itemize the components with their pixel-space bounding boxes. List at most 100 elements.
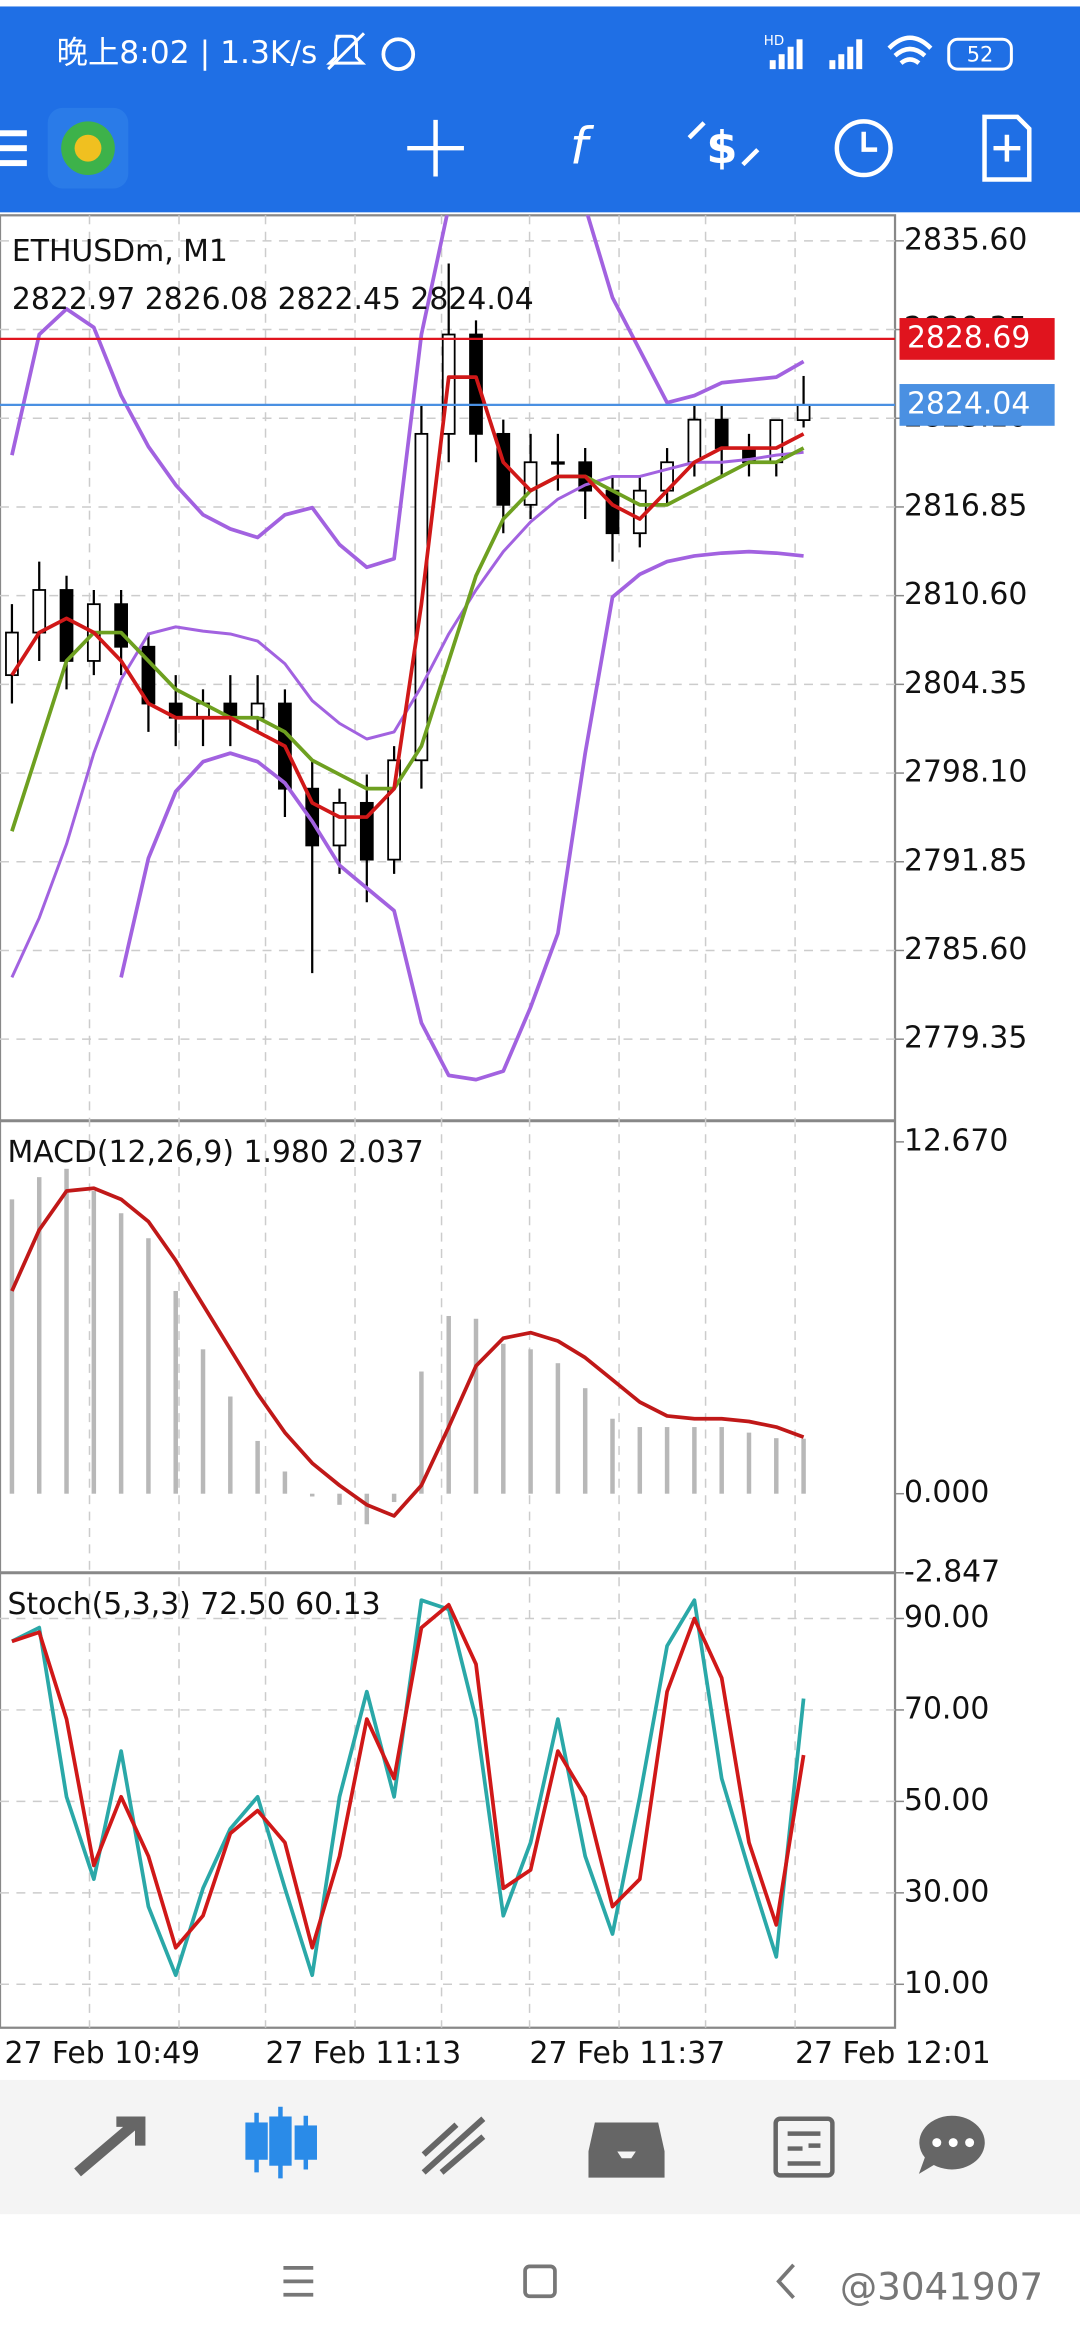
template-button[interactable] [982, 114, 1032, 182]
histogram-bar [200, 1349, 206, 1494]
candle-body [359, 801, 374, 861]
histogram-bar [391, 1493, 397, 1503]
price-tag-label: 2828.69 [907, 320, 1030, 355]
histogram-bar [473, 1318, 479, 1494]
histogram-bar [146, 1238, 151, 1494]
indicator-line [10, 1186, 805, 1518]
home-button[interactable] [523, 2264, 557, 2299]
y-tick-label: 2810.60 [904, 577, 1027, 612]
trade-tab[interactable] [421, 2116, 486, 2175]
candle-body [687, 418, 702, 464]
system-nav [283, 2263, 795, 2299]
chart-tab[interactable] [245, 2106, 317, 2179]
histogram-bar [801, 1438, 806, 1494]
histogram-bar [9, 1199, 15, 1494]
y-tick-label: 2785.60 [904, 932, 1027, 967]
recents-button[interactable] [283, 2266, 314, 2297]
x-tick-label: 27 Feb 11:37 [530, 2036, 726, 2071]
candle-body [605, 489, 620, 535]
price-tag [899, 384, 1055, 426]
price-tag-label: 2824.04 [907, 386, 1030, 421]
candle-body [387, 759, 401, 861]
trade-arrows [687, 121, 760, 167]
signal-icon [769, 39, 863, 70]
candle-body [523, 461, 538, 506]
clock-hands [861, 131, 878, 152]
trade-button[interactable]: $ [706, 121, 737, 174]
histogram-bar [637, 1427, 643, 1494]
candle-body [796, 404, 811, 421]
message-dots [932, 2138, 975, 2148]
y-tick-label: 70.00 [904, 1691, 989, 1726]
histogram-bar [228, 1396, 233, 1494]
wifi-icon [887, 35, 933, 65]
candle-body [714, 418, 729, 449]
alarm-icon [381, 37, 416, 71]
indicator-line [10, 446, 805, 832]
y-tick-label: 2804.35 [904, 666, 1027, 701]
y-tick-label: 2779.35 [904, 1021, 1027, 1056]
chart-title: ETHUSDm, M1 [12, 234, 228, 269]
y-tick-label: -2.847 [904, 1554, 1000, 1589]
indicator-line [10, 450, 804, 979]
histogram-bar [501, 1343, 506, 1494]
histogram-bar [255, 1440, 260, 1494]
y-tick-label: 2835.60 [904, 222, 1027, 257]
candle-body [632, 489, 647, 535]
y-tick-label: 50.00 [904, 1783, 989, 1818]
stoch-title: Stoch(5,3,3) 72.50 60.13 [7, 1587, 380, 1622]
crosshair-button[interactable] [407, 119, 464, 177]
histogram-bar [282, 1471, 288, 1494]
status-time: 晚上8:02 | 1.3K/s [57, 35, 318, 71]
y-tick-label: 2798.10 [904, 755, 1027, 790]
macd-title: MACD(12,26,9) 1.980 2.037 [7, 1135, 423, 1170]
y-tick-label: 10.00 [904, 1966, 989, 2001]
histogram-bar [528, 1349, 533, 1494]
x-tick-label: 27 Feb 10:49 [4, 2036, 200, 2071]
histogram-bar [664, 1427, 670, 1494]
mute-icon [326, 32, 367, 71]
history-tab[interactable] [588, 2122, 665, 2178]
quotes-tab[interactable] [74, 2116, 146, 2177]
histogram-bar [337, 1493, 342, 1505]
y-tick-label: 2816.85 [904, 488, 1027, 523]
histogram-bar [719, 1427, 724, 1494]
candle-body [32, 589, 47, 634]
candle-body [250, 702, 265, 719]
histogram-bar [582, 1388, 588, 1494]
histogram-bar [774, 1438, 779, 1494]
network-type: HD [764, 34, 784, 49]
battery-level: 52 [967, 43, 994, 67]
histogram-bar [746, 1432, 752, 1494]
y-tick-label: 12.670 [904, 1123, 1008, 1158]
candle-body [469, 333, 483, 435]
indicator-line [11, 1602, 806, 1950]
histogram-bar [118, 1213, 124, 1494]
indicator-line [10, 215, 805, 570]
ohlc-readout: 2822.97 2826.08 2822.45 2824.04 [12, 282, 534, 317]
candle-body [114, 603, 128, 648]
histogram-bar [446, 1315, 451, 1494]
indicator-line [119, 549, 804, 1082]
y-tick-label: 2791.85 [904, 843, 1027, 878]
histogram-bar [36, 1177, 42, 1494]
price-tag [899, 318, 1055, 360]
histogram-bar [555, 1363, 561, 1494]
battery-icon [947, 37, 1013, 71]
candle-body [551, 461, 565, 465]
timeframe-button[interactable] [834, 119, 893, 178]
candle-body [332, 801, 347, 847]
candle-body [59, 589, 74, 662]
y-tick-label: 90.00 [904, 1600, 989, 1635]
histogram-bar [91, 1191, 97, 1494]
menu-button[interactable] [0, 130, 27, 167]
histogram-bar [309, 1493, 315, 1497]
news-tab[interactable] [773, 2116, 835, 2178]
news-lines [787, 2131, 821, 2166]
histogram-bar [173, 1290, 178, 1494]
plot-layer: 2835.602829.352823.102816.852810.602804.… [0, 215, 1055, 2071]
indicator-line [10, 375, 805, 819]
back-button[interactable] [776, 2263, 795, 2299]
y-tick-label: 0.000 [904, 1475, 989, 1510]
